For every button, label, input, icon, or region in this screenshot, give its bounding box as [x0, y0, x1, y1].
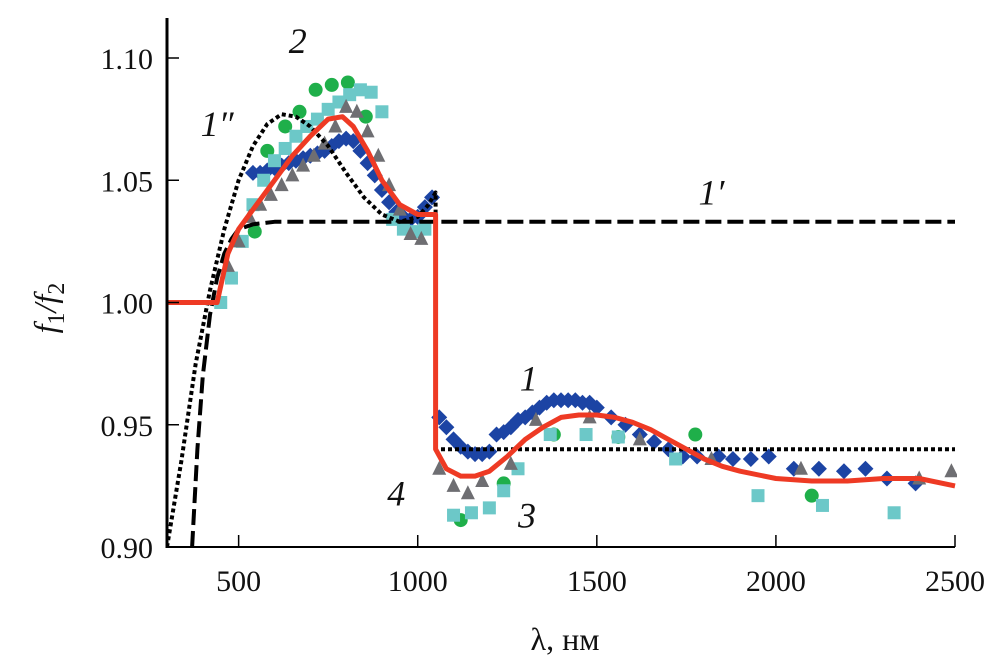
- series-3-point: [464, 506, 478, 520]
- svg-text:f1/f2: f1/f2: [27, 283, 70, 334]
- series-3-point: [364, 85, 378, 99]
- series-4-point: [285, 167, 300, 182]
- series-4-line: [167, 114, 956, 489]
- series-3-point: [815, 498, 829, 512]
- series-4-point: [328, 118, 343, 133]
- y-tick-label: 1.00: [101, 288, 154, 321]
- y-axis-title: f1/f2: [27, 283, 70, 334]
- curve-label: 1: [520, 359, 538, 399]
- series-4-point: [944, 463, 957, 478]
- series-2-point: [358, 109, 373, 124]
- curve-label: 3: [517, 495, 536, 535]
- series-3-point: [321, 102, 335, 116]
- curve-label: 2: [289, 21, 307, 61]
- series-1-point: [810, 460, 827, 477]
- annotations: 2 1″ 1′ 1 4 3: [201, 21, 726, 535]
- series-3-point: [278, 141, 292, 155]
- series-4-point: [475, 472, 490, 487]
- series-3-point: [343, 88, 357, 102]
- series-3-point: [267, 154, 281, 168]
- series-4-point: [632, 431, 647, 446]
- series-4-point: [296, 157, 311, 172]
- plot-area: [167, 75, 957, 547]
- series-3-point: [579, 428, 593, 442]
- y-tick-label: 1.05: [101, 165, 154, 198]
- series-2-point: [247, 224, 262, 239]
- series-4-point: [503, 455, 518, 470]
- series-3-point: [669, 452, 683, 466]
- axes: [165, 18, 955, 548]
- series-3-point: [224, 271, 238, 285]
- series-4-point: [432, 460, 447, 475]
- series-3-point: [447, 508, 461, 522]
- series-2-point: [688, 427, 703, 442]
- series-4-point: [349, 103, 364, 118]
- curve-label: 4: [387, 473, 405, 513]
- series-3-point: [310, 112, 324, 126]
- series-4-point: [339, 98, 354, 113]
- series-4-point: [231, 233, 246, 248]
- series-1-point: [857, 460, 874, 477]
- series-3-point: [887, 506, 901, 520]
- series-3-point: [353, 83, 367, 97]
- series-3-point: [482, 501, 496, 515]
- series-2-point: [308, 82, 323, 97]
- series-3-point: [289, 129, 303, 143]
- curve-label: 1″: [201, 104, 235, 144]
- series-1-point: [760, 448, 777, 465]
- series-3-point: [751, 489, 765, 503]
- series-3-point: [332, 95, 346, 109]
- series-4-point: [793, 460, 808, 475]
- ticks: 500 1000 1500 2000 2500 0.90 0.95 1.00 1.05 1.10: [101, 43, 986, 598]
- x-tick-label: 2000: [746, 565, 806, 598]
- series-layer: [167, 75, 957, 547]
- series-2-point: [804, 488, 819, 503]
- series-4-point: [528, 411, 543, 426]
- series-2-point: [324, 77, 339, 92]
- series-3-point: [543, 428, 557, 442]
- series-2-point: [278, 119, 293, 134]
- series-1-point: [438, 419, 455, 436]
- labels: λ, нм f1/f2: [27, 283, 599, 657]
- curve-label: 1′: [698, 173, 725, 213]
- series-1-point: [588, 399, 605, 416]
- series-1-point: [646, 433, 663, 450]
- series-4-point: [306, 147, 321, 162]
- x-tick-label: 1500: [567, 565, 627, 598]
- series-1-point: [724, 450, 741, 467]
- series-1-point: [742, 450, 759, 467]
- series-3-point: [375, 105, 389, 119]
- series-2-point: [340, 75, 355, 90]
- series-3-point: [396, 222, 410, 236]
- series-1-point: [835, 463, 852, 480]
- series-4-point: [371, 147, 386, 162]
- series-4-point: [403, 226, 418, 241]
- x-tick-label: 2500: [925, 565, 985, 598]
- series-4-point: [446, 477, 461, 492]
- x-tick-label: 500: [216, 565, 261, 598]
- series-2-point: [292, 104, 307, 119]
- series-4-point: [274, 177, 289, 192]
- series-4-point: [360, 123, 375, 138]
- series-3-point: [257, 173, 271, 187]
- series-4-point: [460, 485, 475, 500]
- y-title-sub2: 2: [44, 283, 70, 295]
- series-4-point: [414, 230, 429, 245]
- series-4-point: [392, 201, 407, 216]
- y-tick-label: 0.90: [101, 532, 154, 565]
- y-title-slash: /: [27, 300, 63, 314]
- series-1′-line: [190, 219, 955, 547]
- series-3-point: [497, 484, 511, 498]
- y-tick-label: 1.10: [101, 43, 154, 76]
- y-title-sub1: 1: [44, 312, 70, 324]
- x-tick-label: 1000: [388, 565, 448, 598]
- x-axis-title: λ, нм: [531, 621, 600, 657]
- y-tick-label: 0.95: [101, 410, 154, 443]
- series-4-point: [263, 186, 278, 201]
- series-3-point: [611, 430, 625, 444]
